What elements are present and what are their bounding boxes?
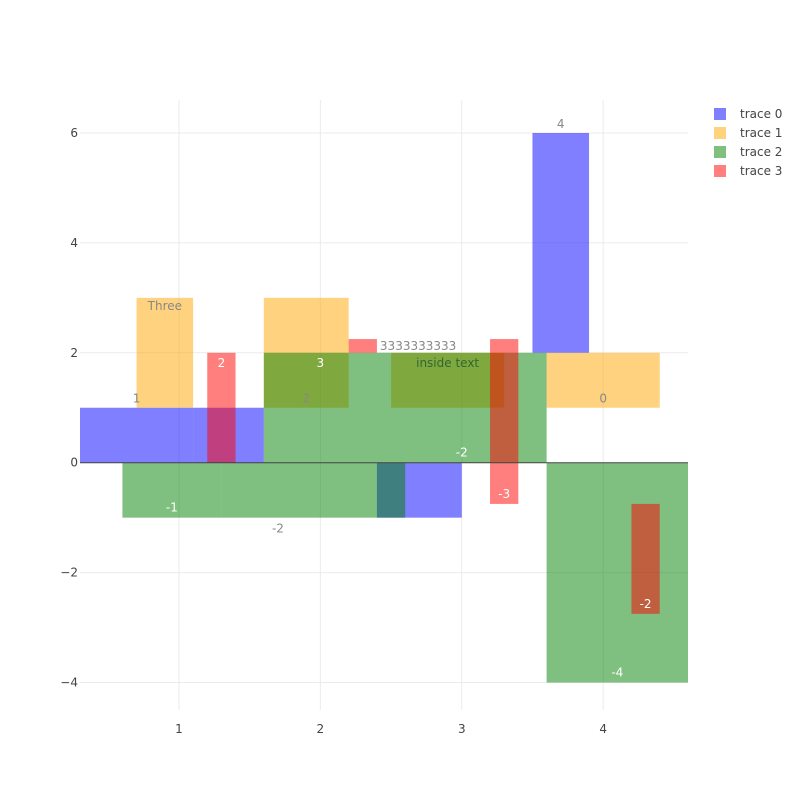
legend-swatch[interactable] — [714, 108, 726, 120]
legend-item-label[interactable]: trace 3 — [740, 164, 782, 178]
bar-data-label: Three — [147, 299, 182, 313]
legend-swatch[interactable] — [714, 146, 726, 158]
axis-ticks: 1 2 3 4 −4 −2 0 2 4 6 — [60, 126, 607, 736]
bars — [80, 132, 688, 683]
y-tick-label: 4 — [70, 236, 78, 250]
x-tick-label: 4 — [599, 722, 607, 736]
bar-data-label: -2 — [640, 597, 652, 611]
y-tick-label: 0 — [70, 456, 78, 470]
bar-labels: 1 4 Three 2 inside text 0 -1 -2 3 -2 -4 2 3333333333… — [133, 117, 652, 680]
bar-trace-3 — [207, 352, 236, 463]
bar-trace-2 — [376, 352, 547, 463]
legend-swatch[interactable] — [714, 165, 726, 177]
bar-data-label: inside text — [416, 356, 479, 370]
bar-data-label: 1 — [133, 392, 141, 406]
x-tick-label: 3 — [458, 722, 466, 736]
bar-data-label: 0 — [599, 392, 607, 406]
bar-trace-2 — [263, 352, 377, 463]
x-tick-label: 2 — [317, 722, 325, 736]
bar-data-label: -3 — [498, 487, 510, 501]
y-tick-label: 6 — [70, 126, 78, 140]
legend-item-label[interactable]: trace 1 — [740, 126, 782, 140]
bar-trace-2 — [334, 462, 406, 518]
bar-data-label: 3 — [317, 356, 325, 370]
bar-data-label: -4 — [611, 666, 623, 680]
y-tick-label: −2 — [60, 566, 78, 580]
bar-trace-2 — [221, 462, 335, 518]
bar-data-label: 2 — [218, 356, 226, 370]
bar-trace-0 — [532, 132, 590, 353]
bar-data-label: -2 — [272, 522, 284, 536]
legend[interactable]: trace 0 trace 1 trace 2 trace 3 — [714, 107, 782, 178]
bar-trace-2 — [122, 462, 222, 518]
bar-data-label: 3333333333 — [380, 339, 456, 353]
legend-item-label[interactable]: trace 2 — [740, 145, 782, 159]
y-tick-label: 2 — [70, 346, 78, 360]
bar-trace-1 — [546, 352, 660, 408]
bar-trace-3 — [490, 339, 519, 504]
bar-trace-3 — [348, 339, 377, 353]
bar-data-label: 2 — [302, 392, 310, 406]
bar-trace-1 — [136, 297, 194, 408]
legend-item-label[interactable]: trace 0 — [740, 107, 782, 121]
bar-trace-3 — [631, 503, 660, 614]
bar-data-label: -1 — [166, 501, 178, 515]
bar-data-label: -2 — [456, 446, 468, 460]
bar-trace-0 — [80, 407, 194, 463]
bar-data-label: 4 — [557, 117, 565, 131]
y-tick-label: −4 — [60, 676, 78, 690]
x-tick-label: 1 — [175, 722, 183, 736]
legend-swatch[interactable] — [714, 127, 726, 139]
bar-trace-2 — [546, 462, 688, 683]
